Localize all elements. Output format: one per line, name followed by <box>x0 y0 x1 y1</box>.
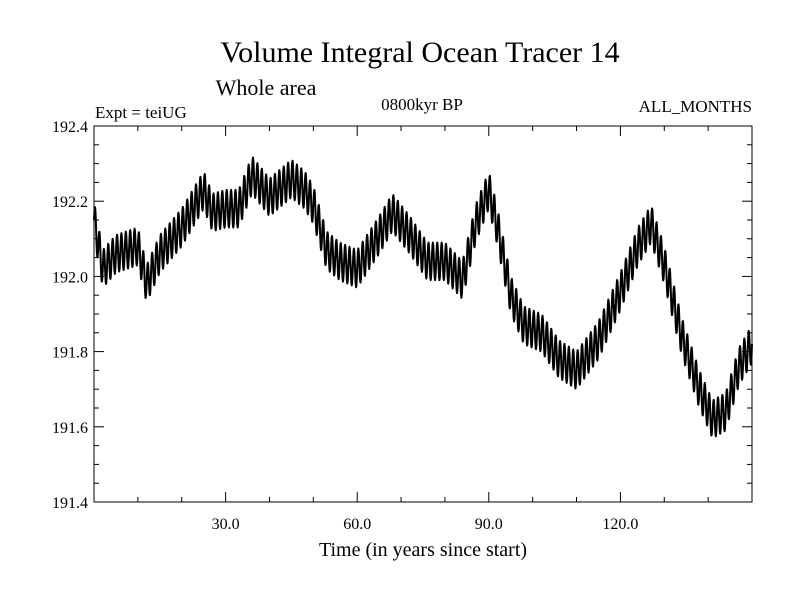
y-tick-label: 191.4 <box>52 495 88 512</box>
chart-title: Volume Integral Ocean Tracer 14 <box>220 36 619 69</box>
y-tick-label: 192.0 <box>52 269 88 286</box>
months-label: ALL_MONTHS <box>639 97 752 116</box>
experiment-label: Expt = teiUG <box>95 103 187 122</box>
y-tick-label: 192.4 <box>52 119 88 136</box>
y-tick-label: 192.2 <box>52 194 88 211</box>
chart-subtitle: Whole area <box>216 75 317 100</box>
axis-tick-labels: 30.0 60.0 90.0 120.0 191.4 191.6 191.8 192.0 192… <box>52 119 638 533</box>
x-tick-label: 30.0 <box>212 516 240 533</box>
series-line <box>93 156 753 438</box>
period-label: 0800kyr BP <box>381 95 463 114</box>
x-tick-label: 60.0 <box>343 516 371 533</box>
y-tick-label: 191.6 <box>52 420 88 437</box>
x-tick-label: 90.0 <box>475 516 503 533</box>
x-axis-title: Time (in years since start) <box>319 539 527 561</box>
axis-ticks <box>94 126 752 502</box>
y-tick-label: 191.8 <box>52 345 88 362</box>
plot-frame <box>93 125 753 503</box>
x-tick-label: 120.0 <box>602 516 638 533</box>
